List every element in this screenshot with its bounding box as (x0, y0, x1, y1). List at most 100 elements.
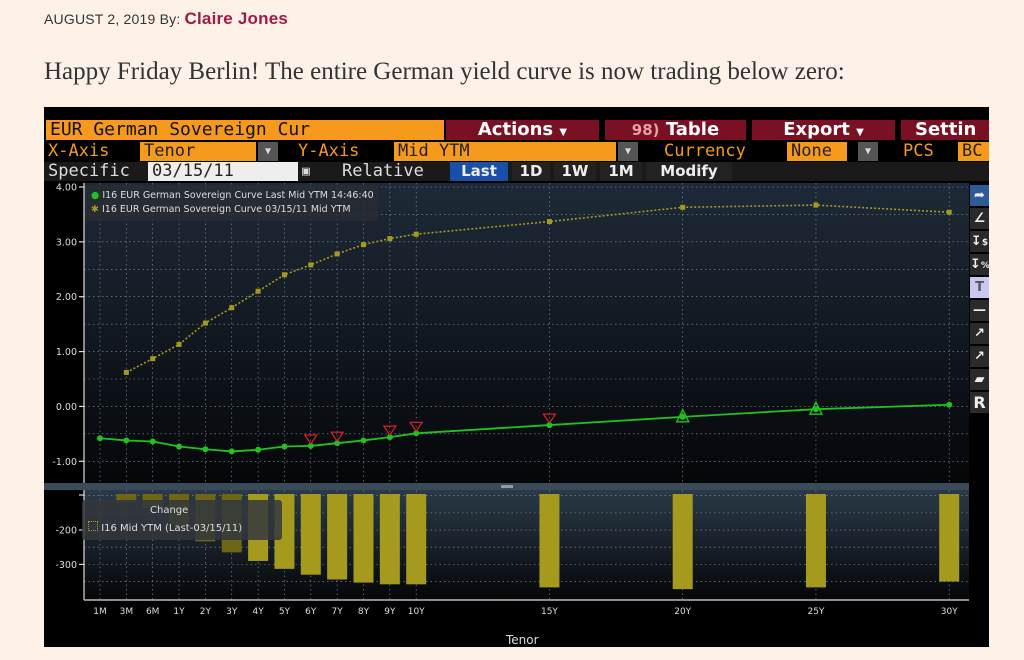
pcs-label: PCS (903, 141, 934, 161)
range-1w-button[interactable]: 1W (554, 162, 596, 181)
up-triangle-marker (675, 408, 690, 423)
x-tick-label: 7Y (332, 607, 344, 617)
legend-change-series: I16 Mid YTM (Last-03/15/11) (101, 523, 243, 534)
pcs-field[interactable]: BC (958, 142, 989, 161)
yaxis-dropdown-icon[interactable]: ▼ (618, 142, 638, 161)
cursor-icon[interactable]: ➦ (970, 185, 989, 206)
x-tick-label: 1M (93, 607, 107, 617)
current-point (812, 406, 819, 413)
pencil-icon[interactable]: ∠ (970, 208, 989, 229)
drawing-toolbar: ➦ ∠ ↧$ ↧% T — ↗ ↗ ▰ R (970, 185, 989, 415)
historic-point (123, 369, 129, 375)
x-tick-label: 15Y (541, 607, 558, 617)
bloomberg-terminal-chart: EUR German Sovereign Cur Actions ▼ 98) T… (44, 107, 989, 647)
specific-date-input[interactable]: 03/15/11 (148, 162, 298, 181)
x-tick-label: 10Y (408, 607, 425, 617)
legend-change-title: Change (150, 505, 189, 516)
r-tool-icon[interactable]: R (970, 392, 989, 413)
bar (539, 494, 560, 588)
bar (939, 494, 960, 582)
x-tick-label: 9Y (384, 607, 396, 617)
current-point (360, 437, 367, 444)
y-tick-label: -1.00 (52, 457, 77, 468)
down-triangle-marker (330, 431, 345, 443)
range-1m-button[interactable]: 1M (600, 162, 642, 181)
down-triangle-marker (303, 434, 318, 446)
current-point (228, 448, 235, 455)
yaxis-select[interactable]: Mid YTM (394, 142, 616, 161)
x-tick-label: 6Y (305, 607, 317, 617)
current-point (546, 422, 553, 429)
table-button[interactable]: 98) Table (605, 120, 746, 140)
actions-menu[interactable]: Actions ▼ (446, 120, 599, 140)
up-triangle-marker (808, 400, 824, 415)
current-point (123, 437, 130, 444)
price-alert-icon[interactable]: ↧$ (970, 231, 989, 252)
y-tick-label: 2.00 (56, 292, 77, 303)
horizontal-line-icon[interactable]: — (970, 300, 989, 321)
current-point (97, 435, 103, 442)
x-tick-label: 3M (120, 607, 134, 617)
range-last-button[interactable]: Last (450, 162, 508, 181)
bar (672, 494, 693, 590)
bar (327, 494, 348, 580)
divider-handle (501, 485, 513, 488)
export-menu[interactable]: Export ▼ (752, 120, 895, 140)
x-tick-label: 30Y (941, 607, 958, 617)
historic-point (229, 305, 235, 311)
y-tick-label: 0.00 (56, 402, 77, 413)
xaxis-dropdown-icon[interactable]: ▼ (258, 142, 278, 161)
historic-point (255, 288, 261, 294)
bottom-chart-legend: Change I16 Mid YTM (Last-03/15/11) (82, 500, 282, 540)
multi-point-line-icon[interactable]: ↗ (970, 346, 989, 367)
y-tick-label: 4.00 (56, 183, 77, 194)
currency-dropdown-icon[interactable]: ▼ (858, 142, 878, 161)
range-1d-button[interactable]: 1D (512, 162, 550, 181)
top-chart-legend: ● I16 EUR German Sovereign Curve Last Mi… (85, 185, 378, 221)
percent-alert-icon[interactable]: ↧% (970, 254, 989, 275)
down-triangle-marker (542, 413, 557, 425)
xaxis-select[interactable]: Tenor (140, 142, 256, 161)
bar (406, 494, 427, 585)
current-point (255, 446, 262, 453)
bar (353, 494, 374, 583)
x-tick-label: 8Y (358, 607, 370, 617)
channel-icon[interactable]: ▰ (970, 369, 989, 390)
menu-bar: EUR German Sovereign Cur Actions ▼ 98) T… (44, 120, 989, 140)
currency-select[interactable]: None (787, 142, 847, 161)
bar (805, 494, 826, 588)
historic-curve-line (125, 204, 950, 374)
top-plot-bg (84, 183, 969, 483)
yellow-star-icon: ✱ (91, 204, 99, 215)
by-label: By: (159, 11, 181, 27)
current-point (202, 446, 209, 453)
y-tick-label: -200 (55, 526, 77, 537)
x-tick-label: 5Y (279, 607, 291, 617)
date-range-bar: Specific 03/15/11 ▣ Relative Last 1D 1W … (44, 162, 989, 181)
article-date: AUGUST 2, 2019 (44, 11, 156, 27)
xaxis-label: X-Axis (48, 141, 110, 161)
y-tick-label: -300 (55, 560, 77, 571)
calendar-icon[interactable]: ▣ (302, 164, 310, 179)
trendline-icon[interactable]: ↗ (970, 323, 989, 344)
article-meta: AUGUST 2, 2019 By: Claire Jones (44, 9, 288, 29)
settings-menu[interactable]: Settin (901, 120, 989, 140)
currency-label: Currency (664, 141, 746, 161)
historic-point (946, 209, 952, 215)
historic-point (308, 262, 314, 268)
historic-point (334, 251, 340, 257)
x-tick-label: 4Y (252, 607, 264, 617)
down-triangle-marker (382, 425, 397, 437)
current-point (679, 413, 686, 420)
current-point (307, 442, 314, 449)
text-tool-icon[interactable]: T (970, 277, 989, 298)
current-point (176, 443, 183, 450)
author-link[interactable]: Claire Jones (184, 9, 289, 28)
bar (379, 494, 400, 585)
y-tick-label: 1.00 (56, 347, 77, 358)
x-tick-label: 3Y (226, 607, 238, 617)
current-point (334, 440, 341, 447)
modify-button[interactable]: Modify (646, 162, 732, 181)
specific-label: Specific (48, 161, 130, 181)
historic-point (546, 219, 552, 225)
